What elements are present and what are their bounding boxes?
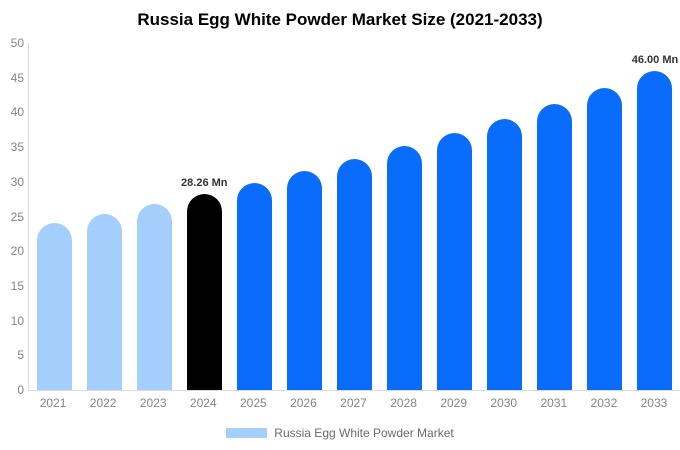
bar-band-2032	[580, 43, 630, 390]
y-tick-label-50: 50	[10, 36, 24, 50]
bar-2022[interactable]	[86, 214, 122, 390]
x-tick-label-2031: 2031	[540, 396, 568, 410]
bar-2029[interactable]	[437, 132, 473, 390]
x-tick-label-2023: 2023	[139, 396, 167, 410]
y-axis: 0 5 10 15 20 25 30 35 40 45 50	[0, 36, 24, 397]
bar-band-2031	[530, 43, 580, 390]
y-tick-label-20: 20	[10, 244, 24, 259]
bar-band-2033: 46.00 Mn	[630, 43, 680, 390]
x-tick-label-2026: 2026	[290, 396, 317, 410]
bar-value-label-2024: 28.26 Mn	[181, 176, 228, 189]
y-tick-label-0: 0	[17, 383, 24, 397]
bar-band-2024: 28.26 Mn	[179, 43, 229, 390]
bar-2026[interactable]	[286, 171, 322, 390]
y-tick-label-5: 5	[17, 348, 24, 363]
bar-2032[interactable]	[587, 87, 623, 390]
y-tick-label-45: 45	[10, 70, 24, 85]
x-tick-label-2021: 2021	[39, 396, 67, 410]
chart-title: Russia Egg White Powder Market Size (202…	[137, 10, 543, 29]
bar-2028[interactable]	[387, 146, 423, 390]
bar-2023[interactable]	[136, 204, 172, 390]
bar-2027[interactable]	[337, 159, 372, 390]
x-tick-label-2030: 2030	[490, 396, 518, 410]
bar-value-label-2033: 46.00 Mn	[631, 53, 679, 66]
bar-band-2029	[430, 43, 480, 390]
plot-area: 28.26 Mn 46.00 Mn	[28, 43, 680, 391]
bar-band-2025	[229, 43, 279, 390]
y-tick-label-10: 10	[10, 313, 24, 328]
x-tick-label-2033: 2033	[640, 396, 668, 410]
bar-2025[interactable]	[236, 182, 272, 390]
bar-band-2022	[79, 43, 129, 390]
bar-2021[interactable]	[36, 223, 72, 390]
x-axis: 2021 2022 2023 2024 2025 2026 2027 2028 2029 2030…	[28, 396, 679, 410]
bar-band-2028	[380, 43, 430, 390]
x-tick-label-2032: 2032	[590, 396, 618, 410]
legend[interactable]: Russia Egg White Powder Market	[0, 426, 680, 440]
x-tick-label-2022: 2022	[89, 396, 117, 410]
x-tick-label-2024: 2024	[189, 396, 217, 410]
bar-band-2023	[129, 43, 179, 390]
legend-label: Russia Egg White Powder Market	[274, 426, 454, 440]
x-tick-label-2029: 2029	[440, 396, 468, 410]
y-tick-label-40: 40	[10, 105, 24, 120]
x-tick-label-2028: 2028	[390, 396, 417, 410]
bar-band-2027	[329, 43, 379, 390]
bar-band-2026	[279, 43, 329, 390]
bar-2030[interactable]	[487, 118, 523, 390]
bar-band-2030	[480, 43, 530, 390]
bar-2033[interactable]	[637, 70, 673, 390]
legend-swatch-icon	[226, 428, 268, 438]
y-tick-label-30: 30	[10, 174, 24, 189]
y-tick-label-15: 15	[10, 278, 24, 293]
y-tick-label-25: 25	[10, 209, 24, 224]
y-tick-label-35: 35	[10, 140, 24, 155]
x-tick-label-2027: 2027	[340, 396, 367, 410]
bar-2024[interactable]	[186, 193, 222, 390]
bar-band-2021	[29, 43, 79, 390]
bar-2031[interactable]	[537, 103, 573, 390]
x-tick-label-2025: 2025	[240, 396, 267, 410]
